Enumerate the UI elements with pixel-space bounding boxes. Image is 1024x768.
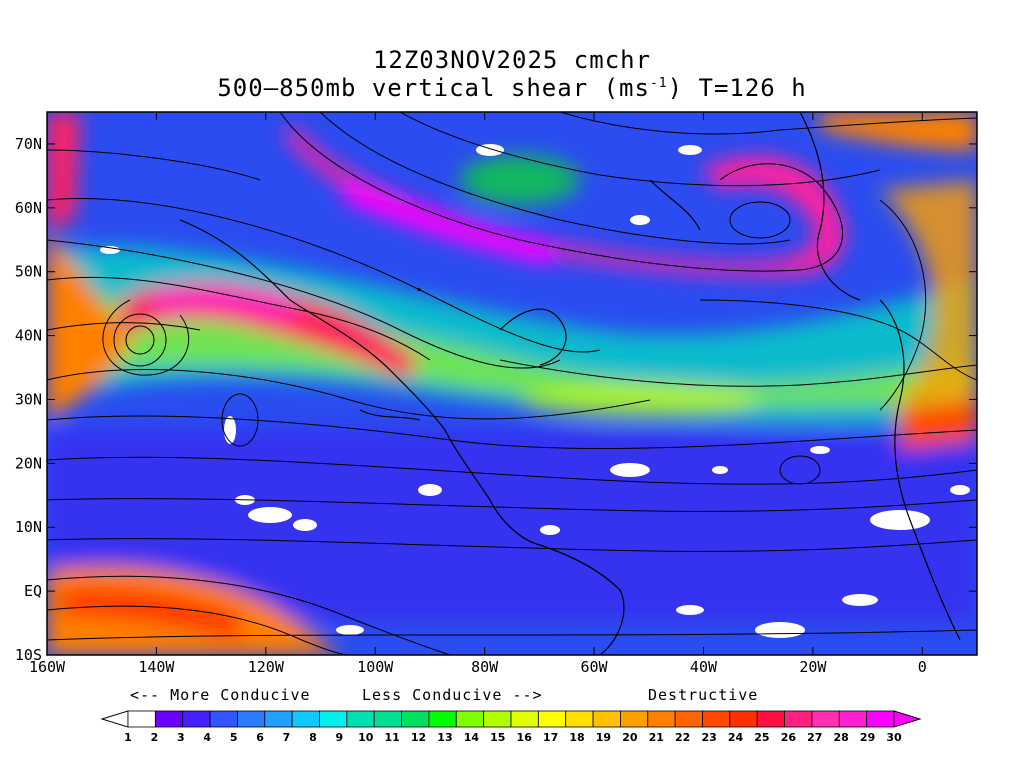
colorbar-swatch [674,710,703,728]
colorbar-swatch [811,710,840,728]
coastlines [179,112,961,655]
colorbar-label: 30 [886,731,902,744]
colorbar-swatch [455,710,485,728]
colorbar-label: 28 [834,731,849,744]
lon-label: 80W [471,658,499,676]
colorbar-swatch [346,710,375,728]
lat-label: 40N [15,327,42,345]
shear-field [47,112,977,655]
lat-label: 10S [15,646,42,664]
colorbar-swatch [401,710,430,728]
colorbar-min-arrow [100,710,129,728]
chart-subtitle: 500–850mb vertical shear (ms-1) T=126 h [0,74,1024,102]
subtitle-prefix: 500–850mb vertical shear (ms [217,74,650,102]
colorbar-max-arrow [893,710,922,728]
colorbar-swatch [702,710,731,728]
colorbar-label: 12 [411,731,426,744]
colorbar-swatch [319,710,348,728]
colorbar-label: 21 [649,731,664,744]
colorbar-label: 24 [728,731,744,744]
colorbar-swatch [237,710,266,728]
lon-label: 100W [357,658,394,676]
lat-label: 70N [15,135,42,153]
colorbar-swatch [647,710,676,728]
colorbar-label: 13 [437,731,452,744]
subtitle-unit-exponent: -1 [649,76,668,91]
colorbar-label: 14 [464,731,480,744]
lat-label: 50N [15,263,42,281]
colorbar-label: 5 [230,731,238,744]
lon-label: 40W [690,658,718,676]
colorbar-swatch [729,710,758,728]
colorbar-label: 7 [283,731,291,744]
colorbar-label: 23 [701,731,716,744]
colorbar-swatch [154,710,184,728]
colorbar-swatch [592,710,621,728]
more-conducive-label: <-- More Conducive [130,686,311,704]
colorbar-label: 3 [177,731,185,744]
colorbar-label: 4 [203,731,211,744]
colorbar-label: 6 [256,731,264,744]
less-conducive-label: Less Conducive --> [362,686,543,704]
colorbar-swatch [510,710,539,728]
colorbar-swatch [537,710,567,728]
lat-label: 20N [15,454,42,472]
colorbar-swatch [756,710,785,728]
colorbar-label: 2 [151,731,159,744]
colorbar-swatch [127,710,156,728]
colorbar-label: 1 [124,731,132,744]
colorbar-label: 9 [335,731,343,744]
colorbar-swatch [373,710,402,728]
colorbar-label: 16 [517,731,533,744]
lat-label: 30N [15,390,42,408]
colorbar-label: 10 [358,731,374,744]
colorbar: 1 2 3 4 5 6 7 8 9 10 11 12 13 14 15 16 17 18 19 20 21 22 23 24 2… [100,710,922,744]
colorbar-label: 22 [675,731,690,744]
lon-label: 160W [29,658,66,676]
colorbar-label: 26 [781,731,797,744]
colorbar-label: 17 [543,731,558,744]
lon-label: 20W [799,658,827,676]
colorbar-label: 15 [490,731,505,744]
chart-title: 12Z03NOV2025 cmchr [372,46,652,74]
colorbar-swatch [483,710,512,728]
colorbar-label: 19 [596,731,611,744]
colorbar-label: 20 [622,731,638,744]
lon-label: 120W [248,658,285,676]
colorbar-label: 29 [860,731,875,744]
colorbar-swatch [264,710,293,728]
colorbar-swatch [182,710,211,728]
colorbar-swatch [784,710,813,728]
colorbar-swatch [838,710,868,728]
colorbar-label: 8 [309,731,317,744]
colorbar-swatch [291,710,320,728]
colorbar-swatch [866,710,895,728]
lat-label: 60N [15,199,42,217]
lon-label: 60W [581,658,609,676]
colorbar-label: 18 [569,731,584,744]
colorbar-swatch [428,710,457,728]
streamlines [47,112,977,655]
colorbar-swatch [565,710,594,728]
lat-label: 10N [15,518,42,536]
colorbar-swatch [620,710,649,728]
map-frame [46,111,978,656]
lon-label: 0 [918,658,927,676]
lon-label: 140W [138,658,175,676]
subtitle-suffix: ) T=126 h [667,74,807,102]
colorbar-label: 11 [384,731,399,744]
colorbar-label: 27 [807,731,822,744]
lat-label: EQ [24,582,42,600]
colorbar-label: 25 [754,731,769,744]
destructive-label: Destructive [648,686,759,704]
colorbar-swatch [209,710,238,728]
